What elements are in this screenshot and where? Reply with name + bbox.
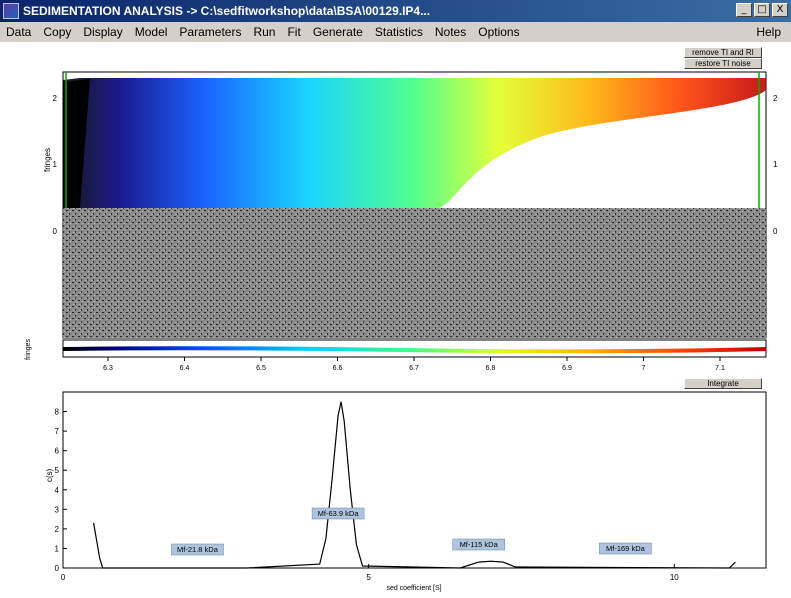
top-x-tick-label: 6.6 <box>333 365 343 372</box>
top-x-tick-label: 7.1 <box>715 365 725 372</box>
menu-help[interactable]: Help <box>756 25 781 39</box>
menu-copy[interactable]: Copy <box>43 25 72 39</box>
menu-data[interactable]: Data <box>6 25 32 39</box>
maximize-button[interactable]: □ <box>754 3 770 17</box>
close-button[interactable]: X <box>772 3 788 17</box>
title-bar: SEDIMENTATION ANALYSIS -> C:\sedfitworks… <box>0 0 791 22</box>
cs-x-tick-label: 10 <box>670 573 679 582</box>
cs-x-tick-label: 0 <box>61 573 66 582</box>
cs-plot-frame <box>62 391 767 569</box>
residual-ylabel: fringes <box>25 338 32 360</box>
peak-label: Mf-63.9 kDa <box>311 507 365 520</box>
top-x-tick-label: 6.3 <box>103 365 113 372</box>
cs-y-tick-label: 5 <box>55 466 60 475</box>
cs-y-tick-label: 8 <box>55 408 60 417</box>
menu-display[interactable]: Display <box>83 25 123 39</box>
peak-label: Mf-21.8 kDa <box>171 543 224 556</box>
cs-y-tick-label: 1 <box>55 544 60 553</box>
app-icon <box>3 3 19 19</box>
plot-area: 2 1 0 2 1 0 fringes fringes 6.3 6.4 6.5 6.6… <box>0 42 791 598</box>
menu-notes[interactable]: Notes <box>434 25 467 39</box>
raw-scans-band <box>63 78 766 208</box>
menu-statistics[interactable]: Statistics <box>374 25 423 39</box>
cs-y-tick-label: 3 <box>55 505 60 514</box>
left-tick-0: 0 <box>53 227 58 236</box>
remove-ti-ri-button[interactable]: remove TI and RI <box>684 47 762 58</box>
cs-distribution-chart: 0 1 2 3 4 5 6 7 8 0 5 10 Mf-21.8 kDa Mf-63.9 kDa Mf-1… <box>45 391 767 592</box>
menu-parameters[interactable]: Parameters <box>179 25 242 39</box>
cs-x-tick-label: 5 <box>366 573 371 582</box>
restore-ti-noise-button[interactable]: restore TI noise <box>684 58 762 69</box>
cs-ylabel: c(s) <box>45 468 54 482</box>
top-x-tick-label: 6.4 <box>180 365 190 372</box>
right-tick-2: 2 <box>773 94 778 103</box>
early-scans <box>63 79 90 208</box>
cs-xlabel: sed coefficient [S] <box>386 585 441 592</box>
residuals-map <box>63 208 766 338</box>
cs-y-tick-label: 4 <box>55 486 60 495</box>
menu-run[interactable]: Run <box>253 25 276 39</box>
window-title: SEDIMENTATION ANALYSIS -> C:\sedfitworks… <box>23 4 431 18</box>
right-tick-1: 1 <box>773 160 778 169</box>
cs-y-tick-label: 2 <box>55 525 60 534</box>
peak-label-text: Mf-169 kDa <box>606 544 646 553</box>
cs-y-tick-label: 6 <box>55 447 60 456</box>
integrate-button[interactable]: Integrate <box>684 378 762 389</box>
sedimentation-data-plot: 2 1 0 2 1 0 fringes fringes 6.3 6.4 6.5 6.6… <box>25 71 778 372</box>
top-x-tick-label: 6.5 <box>256 365 266 372</box>
menu-bar: Data Copy Display Model Parameters Run F… <box>0 22 791 42</box>
minimize-button[interactable]: _ <box>736 3 752 17</box>
top-x-tick-label: 6.9 <box>562 365 572 372</box>
menu-model[interactable]: Model <box>134 25 168 39</box>
top-x-tick-label: 7 <box>642 365 646 372</box>
right-tick-0: 0 <box>773 227 778 236</box>
cs-y-tick-label: 0 <box>55 564 60 573</box>
top-ylabel: fringes <box>43 148 52 172</box>
menu-fit[interactable]: Fit <box>287 25 301 39</box>
left-tick-1: 1 <box>53 160 58 169</box>
left-tick-2: 2 <box>53 94 58 103</box>
top-x-axis: 6.3 6.4 6.5 6.6 6.7 6.8 6.9 7 7.1 <box>103 357 725 372</box>
menu-options[interactable]: Options <box>478 25 520 39</box>
top-x-tick-label: 6.7 <box>409 365 419 372</box>
residual-trace <box>62 346 767 354</box>
peak-label: Mf-115 kDa <box>452 538 505 551</box>
peak-label: Mf-169 kDa <box>599 542 652 555</box>
cs-y-tick-label: 7 <box>55 427 60 436</box>
peak-label-text: Mf-63.9 kDa <box>318 509 360 518</box>
top-x-tick-label: 6.8 <box>486 365 496 372</box>
peak-label-text: Mf-115 kDa <box>460 540 499 549</box>
peak-label-text: Mf-21.8 kDa <box>177 545 219 554</box>
cs-series-line <box>93 401 736 569</box>
menu-generate[interactable]: Generate <box>312 25 363 39</box>
